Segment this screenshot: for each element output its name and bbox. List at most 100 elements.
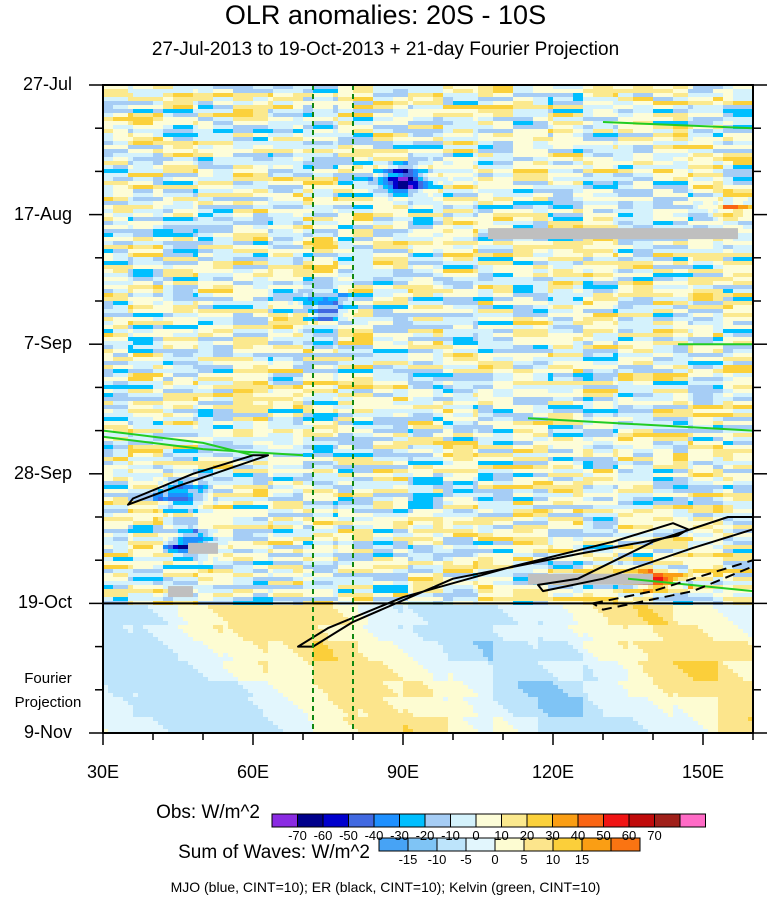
heatmap-cell (243, 309, 249, 314)
heatmap-cell (253, 481, 259, 486)
heatmap-cell (173, 677, 179, 682)
heatmap-cell (143, 145, 149, 150)
heatmap-cell (113, 561, 119, 566)
heatmap-cell (243, 593, 249, 598)
heatmap-cell (248, 713, 254, 718)
heatmap-cell (153, 713, 159, 718)
heatmap-cell (118, 221, 124, 226)
heatmap-cell (233, 245, 239, 250)
heatmap-cell (118, 149, 124, 154)
heatmap-cell (243, 665, 249, 670)
heatmap-cell (108, 709, 114, 714)
heatmap-cell (123, 625, 129, 630)
heatmap-cell (103, 633, 109, 638)
heatmap-cell (208, 569, 214, 574)
heatmap-cell (238, 129, 244, 134)
heatmap-cell (198, 357, 204, 362)
heatmap-cell (203, 221, 209, 226)
heatmap-cell (123, 161, 129, 166)
heatmap-cell (133, 197, 139, 202)
heatmap-cell (183, 617, 189, 622)
heatmap-cell (118, 213, 124, 218)
heatmap-cell (248, 541, 254, 546)
heatmap-cell (213, 329, 219, 334)
heatmap-cell (113, 673, 119, 678)
heatmap-cell (128, 417, 134, 422)
heatmap-cell (108, 185, 114, 190)
heatmap-cell (178, 549, 184, 554)
heatmap-cell (233, 317, 239, 322)
heatmap-cell (158, 469, 164, 474)
heatmap-cell (248, 421, 254, 426)
heatmap-cell (148, 589, 154, 594)
heatmap-cell (228, 621, 234, 626)
heatmap-cell (208, 521, 214, 526)
heatmap-cell (168, 657, 174, 662)
heatmap-cell (158, 257, 164, 262)
heatmap-cell (208, 245, 214, 250)
heatmap-cell (103, 609, 109, 614)
heatmap-cell (208, 333, 214, 338)
heatmap-cell (163, 557, 169, 562)
heatmap-cell (173, 397, 179, 402)
heatmap-cell (168, 473, 174, 478)
heatmap-cell (108, 581, 114, 586)
heatmap-cell (198, 365, 204, 370)
heatmap-cell (173, 301, 179, 306)
heatmap-cell (248, 689, 254, 694)
heatmap-cell (113, 369, 119, 374)
heatmap-cell (183, 653, 189, 658)
heatmap-cell (233, 537, 239, 542)
heatmap-cell (133, 577, 139, 582)
heatmap-cell (173, 133, 179, 138)
heatmap-cell (233, 229, 239, 234)
heatmap-cell (248, 585, 254, 590)
heatmap-cell (228, 669, 234, 674)
heatmap-cell (163, 629, 169, 634)
heatmap-cell (163, 245, 169, 250)
heatmap-cell (238, 505, 244, 510)
heatmap-cell (148, 145, 154, 150)
heatmap-cell (253, 253, 259, 258)
heatmap-cell (143, 221, 149, 226)
heatmap-cell (183, 537, 189, 542)
heatmap-cell (248, 497, 254, 502)
heatmap-cell (243, 97, 249, 102)
heatmap-cell (153, 261, 159, 266)
heatmap-cell (143, 673, 149, 678)
heatmap-cell (173, 205, 179, 210)
heatmap-cell (123, 425, 129, 430)
heatmap-cell (163, 289, 169, 294)
heatmap-cell (183, 85, 189, 90)
heatmap-cell (168, 493, 174, 498)
heatmap-cell (203, 365, 209, 370)
heatmap-cell (223, 653, 229, 658)
heatmap-cell (103, 93, 109, 98)
heatmap-cell (188, 365, 194, 370)
heatmap-cell (238, 117, 244, 122)
heatmap-cell (243, 277, 249, 282)
heatmap-cell (113, 481, 119, 486)
heatmap-cell (203, 681, 209, 686)
heatmap-cell (108, 217, 114, 222)
heatmap-cell (238, 729, 244, 734)
heatmap-cell (188, 401, 194, 406)
heatmap-cell (123, 725, 129, 730)
heatmap-cell (223, 109, 229, 114)
heatmap-cell (203, 205, 209, 210)
heatmap-cell (143, 589, 149, 594)
heatmap-cell (198, 617, 204, 622)
heatmap-cell (198, 321, 204, 326)
heatmap-cell (233, 105, 239, 110)
heatmap-cell (183, 325, 189, 330)
heatmap-cell (138, 305, 144, 310)
heatmap-cell (153, 437, 159, 442)
heatmap-cell (248, 489, 254, 494)
heatmap-cell (173, 309, 179, 314)
heatmap-cell (158, 577, 164, 582)
heatmap-cell (183, 633, 189, 638)
heatmap-cell (228, 265, 234, 270)
heatmap-cell (138, 237, 144, 242)
heatmap-cell (118, 121, 124, 126)
heatmap-cell (153, 565, 159, 570)
